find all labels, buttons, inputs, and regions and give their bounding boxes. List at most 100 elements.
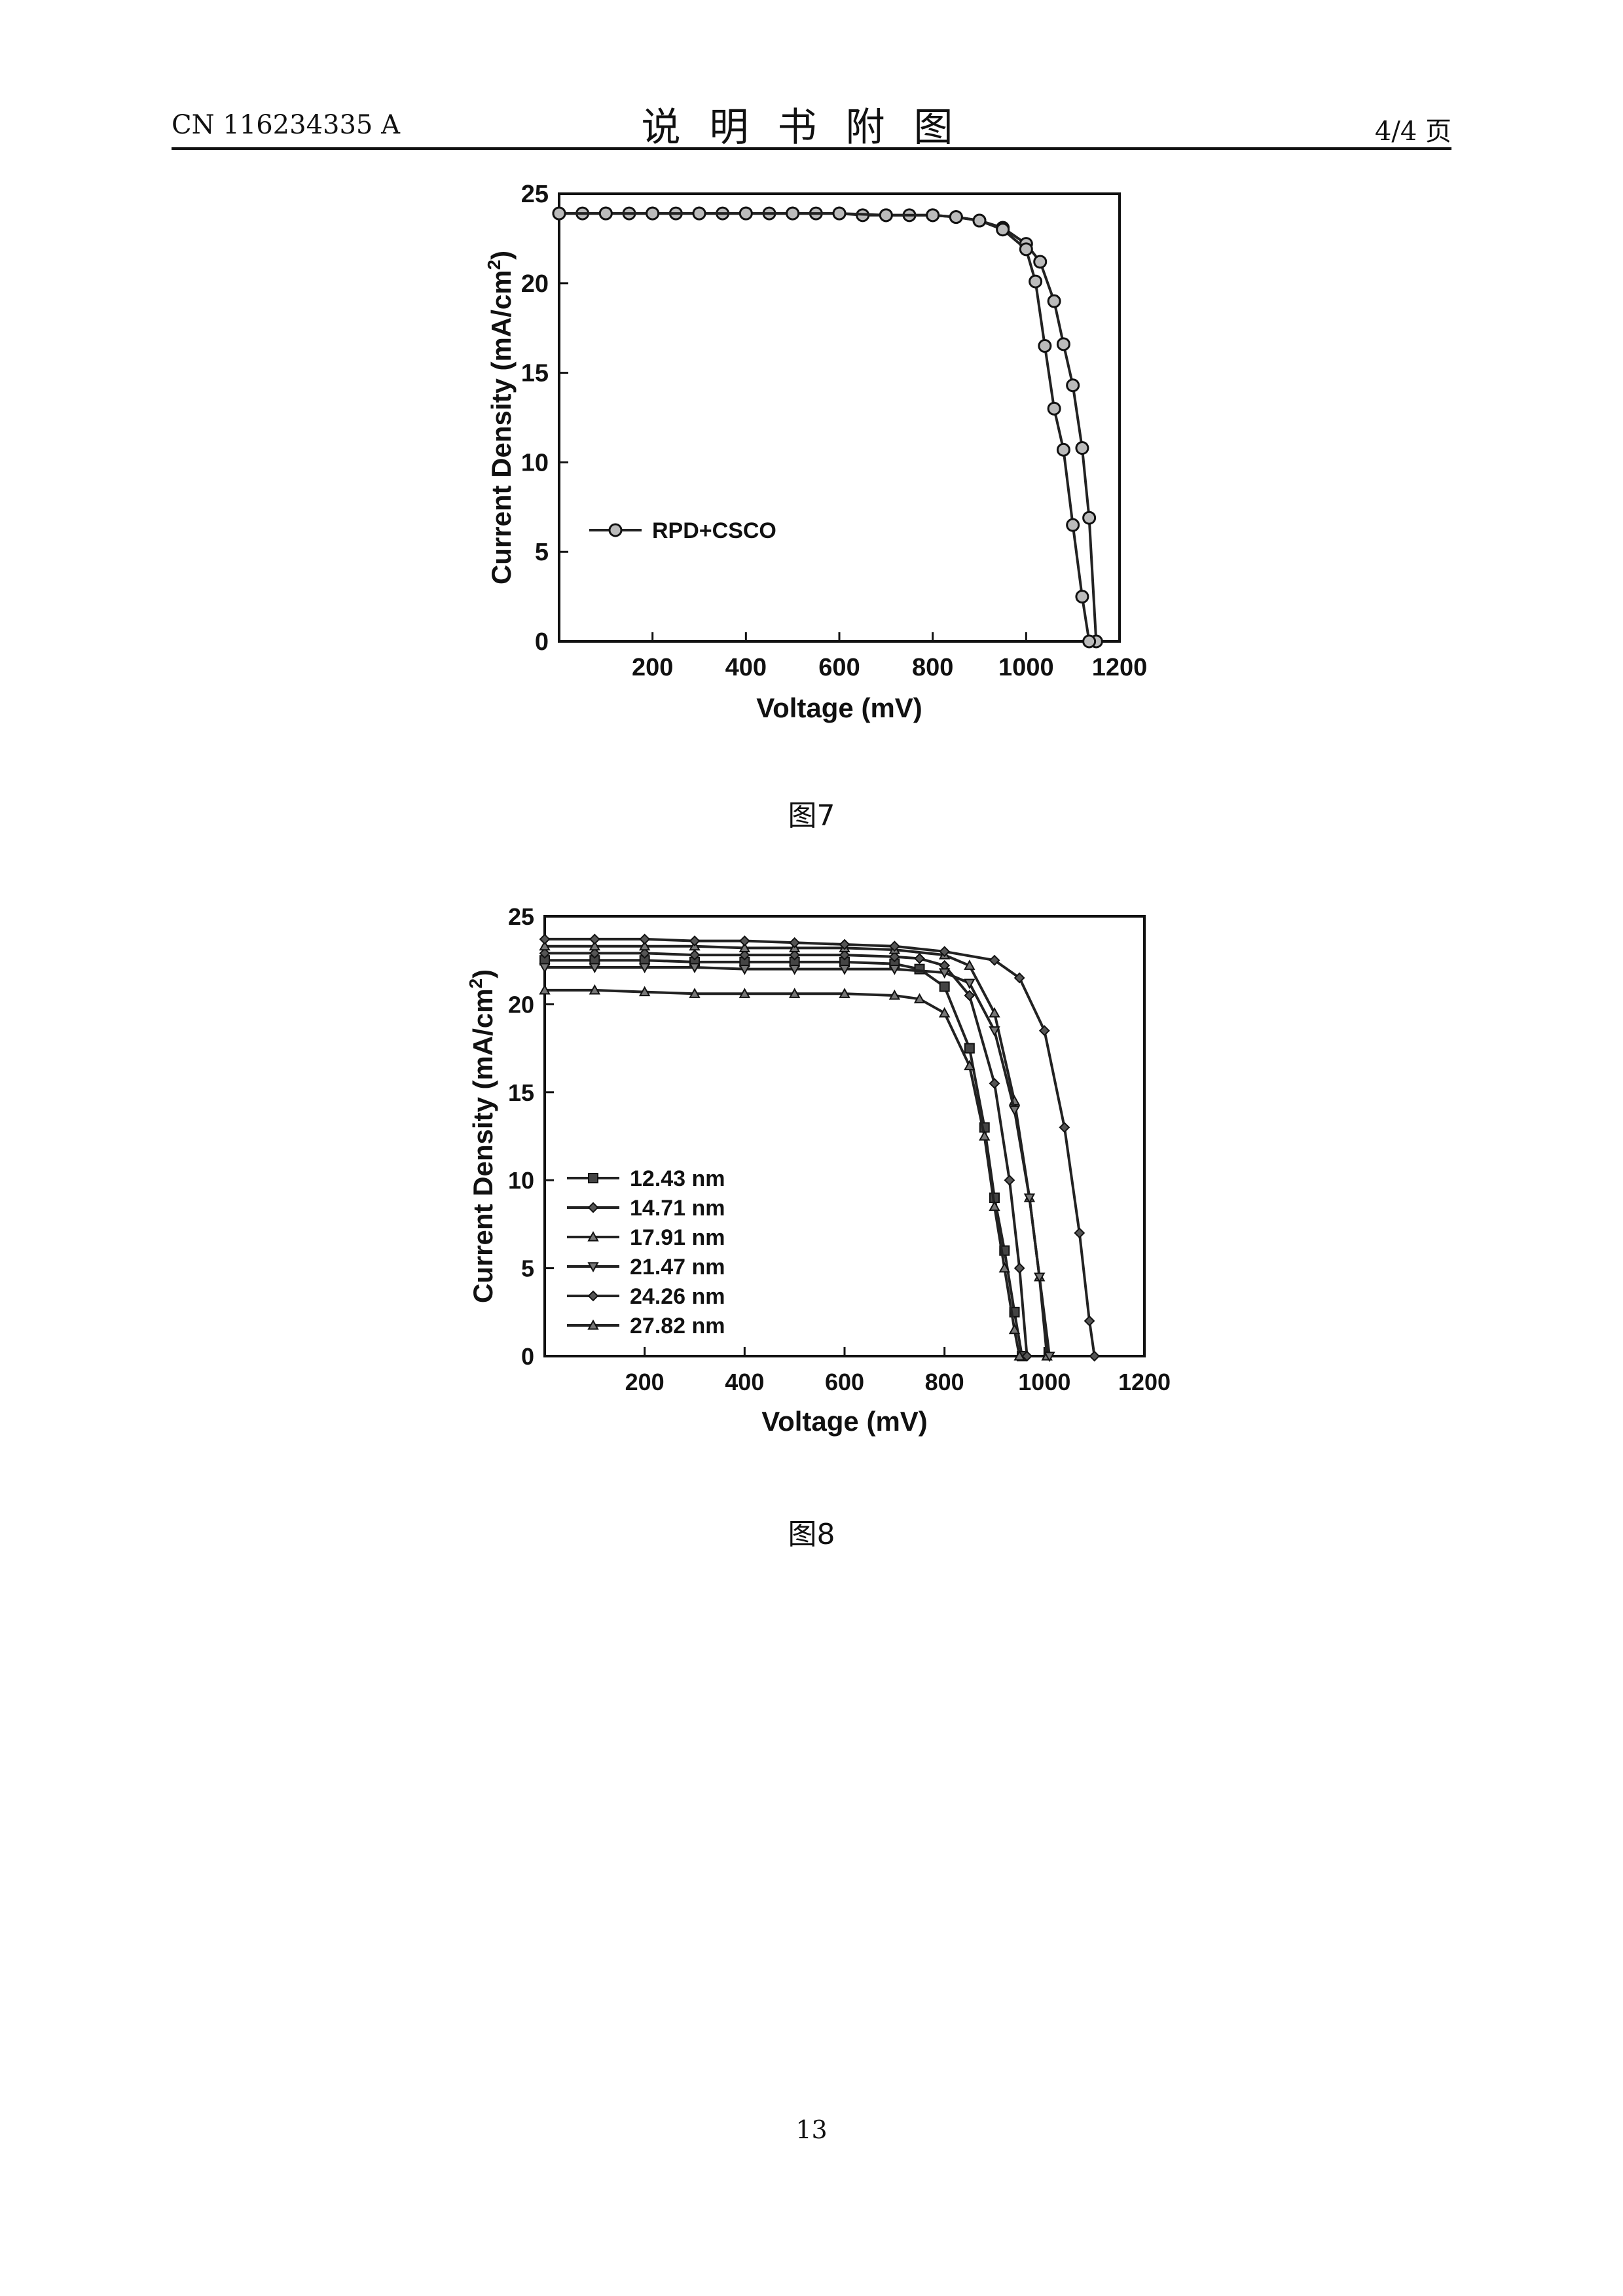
data-point [1059,1122,1070,1133]
data-point [989,954,1000,966]
data-point [588,1173,598,1183]
data-point [739,935,750,947]
data-point [789,937,801,948]
data-point [1089,1350,1101,1362]
data-point [1008,1105,1021,1116]
series-line [559,212,1091,642]
data-point [638,986,651,997]
x-tick-label: 1200 [1092,654,1148,681]
data-point [788,965,801,975]
data-point [1044,1352,1055,1363]
data-point [638,940,651,951]
y-tick-label: 20 [508,991,534,1018]
x-tick-label: 600 [818,654,860,681]
data-point [539,940,551,951]
data-point [888,965,901,975]
data-point [1021,1350,1033,1362]
data-point [1033,255,1048,269]
y-tick-label: 20 [521,270,549,298]
data-point [1082,511,1097,525]
data-point [1075,590,1089,604]
x-axis-label: Voltage (mV) [761,1406,928,1437]
data-point [964,990,976,1001]
data-point [1082,634,1097,649]
data-point [539,984,551,995]
data-point [939,981,950,992]
data-point [832,206,847,221]
data-point [539,963,551,974]
y-tick-label: 5 [535,539,549,566]
data-point [839,949,850,961]
data-point [1056,442,1070,457]
x-axis-label: Voltage (mV) [756,692,922,723]
data-point [587,1290,599,1302]
data-point [1056,337,1070,351]
y-axis-label: Current Density (mA/cm2) [465,969,498,1303]
page-number: 13 [795,2115,828,2144]
data-point [913,993,926,1003]
data-point [789,949,801,961]
data-point [839,939,850,950]
patent-number: CN 116234335 A [172,110,400,140]
data-point [998,1262,1010,1273]
figure-8-chart: 200 400 600 800 1000 1200 0 5 10 15 20 25 12.43 nm 1… [465,903,1171,1437]
y-tick-label: 5 [521,1255,534,1282]
data-point [587,1262,599,1273]
data-point [1066,518,1080,532]
y-tick-label: 25 [508,903,534,930]
page-fraction: 4/4 页 [1374,117,1451,147]
header-rule [172,147,1451,150]
data-point [739,965,751,975]
x-tick-label: 600 [825,1369,864,1395]
data-point [888,941,900,952]
data-point [1084,1315,1095,1327]
data-point [539,933,551,945]
y-axis-label: Current Density (mA/cm2) [484,251,517,584]
x-tick-label: 200 [625,1369,665,1395]
data-point [1019,242,1033,257]
data-point [589,948,600,959]
legend-label: 24.26 nm [630,1284,725,1309]
data-point [996,223,1010,237]
x-tick-label: 800 [925,1369,964,1395]
data-point [1047,294,1061,308]
series-line [545,937,1096,1357]
data-point [598,206,613,221]
data-point [989,1007,1000,1018]
data-point [1075,441,1089,456]
legend-label: 12.43 nm [630,1166,725,1191]
data-point [692,206,706,221]
data-point [888,989,901,1000]
series-line [545,966,1051,1357]
data-point [646,206,660,221]
x-tick-label: 200 [632,654,673,681]
figure-7-caption: 图7 [788,799,835,833]
data-point [589,963,601,974]
y-tick-label: 10 [521,449,549,476]
data-point [608,523,623,537]
data-point [639,948,651,959]
data-point [739,949,750,961]
legend-label: 17.91 nm [630,1225,725,1250]
data-point [739,988,751,998]
data-point [964,978,976,990]
data-point [1013,1350,1025,1361]
data-point [979,1130,991,1141]
data-point [964,960,976,970]
data-point [989,1077,1000,1089]
data-point [938,968,951,979]
series-line [545,988,1021,1357]
data-point [589,933,600,945]
x-tick-label: 1000 [1018,1369,1070,1395]
data-point [1008,1323,1021,1335]
data-point [1047,401,1061,416]
section-title: 说明书附图 [641,105,982,151]
data-point [689,935,701,947]
y-tick-label: 15 [508,1079,534,1106]
x-tick-label: 800 [912,654,953,681]
data-point [587,1230,599,1242]
data-point [589,984,601,995]
y-tick-label: 0 [521,1343,534,1370]
legend-label: 21.47 nm [630,1255,725,1280]
